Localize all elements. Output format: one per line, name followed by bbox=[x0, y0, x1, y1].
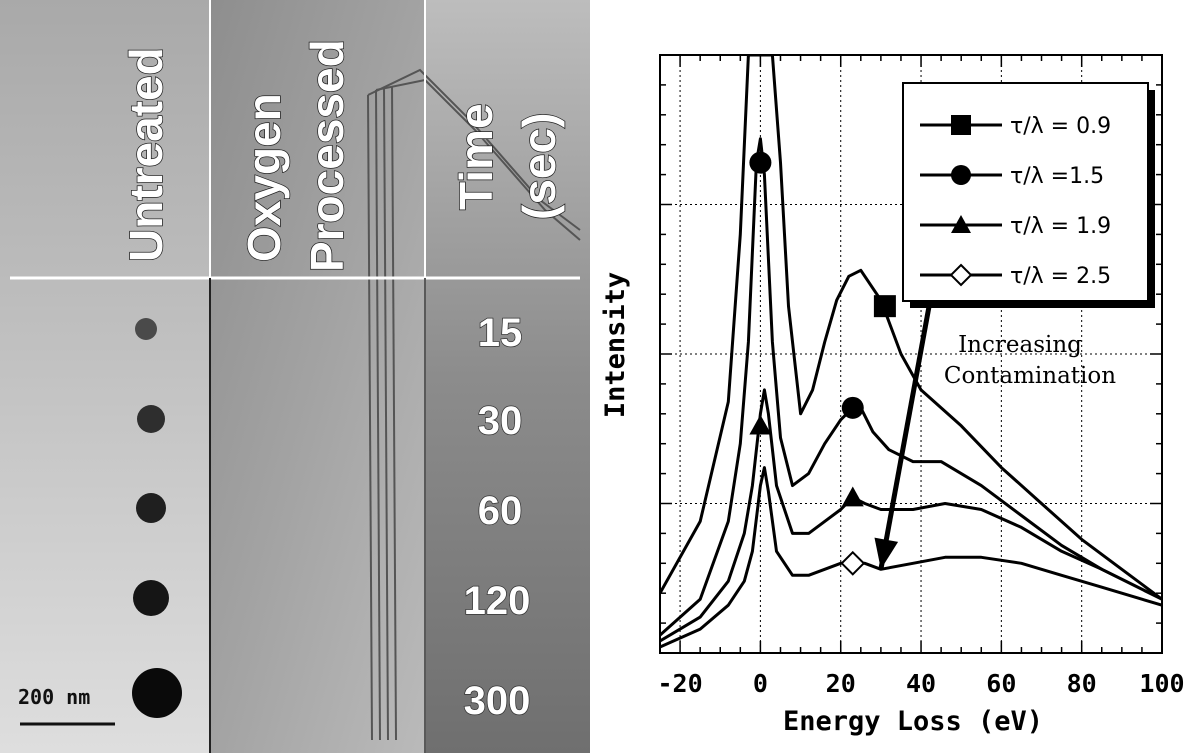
hole-15s bbox=[135, 318, 157, 340]
header-untreated: Untreated bbox=[120, 47, 172, 262]
series-line-0 bbox=[660, 55, 1162, 601]
series-marker-3 bbox=[749, 414, 772, 435]
legend-box bbox=[902, 82, 1149, 302]
scale-bar-label: 200 nm bbox=[18, 685, 90, 709]
film-layer-stripes bbox=[367, 68, 581, 741]
header-oxygen-line1: Oxygen bbox=[238, 93, 290, 262]
x-tick-label-3: 40 bbox=[906, 669, 936, 698]
contamination-arrow bbox=[878, 305, 932, 570]
series-line-1 bbox=[660, 137, 1162, 637]
series-marker-0 bbox=[873, 295, 896, 318]
x-tick-label-6: 100 bbox=[1139, 669, 1184, 698]
legend-marker-2 bbox=[951, 215, 971, 233]
legend-marker-3 bbox=[949, 263, 973, 287]
contamination-holes bbox=[132, 318, 182, 718]
micrograph-oxygen-region bbox=[210, 0, 425, 753]
legend-label-0: τ/λ = 0.9 bbox=[1010, 114, 1111, 139]
time-label-60: 60 bbox=[478, 489, 523, 533]
x-axis-label: Energy Loss (eV) bbox=[783, 706, 1043, 737]
time-label-30: 30 bbox=[478, 399, 523, 443]
contamination-arrow-head bbox=[874, 537, 899, 570]
micrograph-panel: Untreated Oxygen Processed Time (sec) 15… bbox=[0, 0, 590, 753]
annotation-line2: Contamination bbox=[944, 363, 1116, 389]
hole-30s bbox=[137, 405, 165, 433]
time-label-15: 15 bbox=[478, 311, 523, 355]
series-marker-1 bbox=[749, 151, 772, 174]
hole-120s bbox=[133, 580, 169, 616]
time-label-300: 300 bbox=[464, 679, 531, 723]
x-tick-label-1: 0 bbox=[753, 669, 768, 698]
time-label-120: 120 bbox=[464, 579, 531, 623]
legend: τ/λ = 0.9 τ/λ =1.5 τ/λ = 1.9 τ/λ = 2.5 bbox=[902, 82, 1155, 308]
series-line-3 bbox=[660, 466, 1162, 649]
legend-label-1: τ/λ =1.5 bbox=[1010, 164, 1104, 189]
legend-marker-0 bbox=[951, 115, 971, 135]
x-tick-label-5: 80 bbox=[1067, 669, 1097, 698]
eels-spectrum-chart: -20 0 20 40 60 80 100 Intensity Energy Loss (e… bbox=[600, 54, 1185, 737]
y-axis-label: Intensity bbox=[600, 272, 631, 418]
header-oxygen-line2: Processed bbox=[301, 39, 353, 272]
micrograph-untreated-region bbox=[0, 0, 210, 753]
micrograph-time-region bbox=[425, 0, 590, 753]
legend-label-3: τ/λ = 2.5 bbox=[1010, 264, 1111, 289]
header-time-line2: (sec) bbox=[513, 113, 565, 220]
series-marker-2 bbox=[841, 396, 864, 419]
legend-label-2: τ/λ = 1.9 bbox=[1010, 214, 1111, 239]
series-line-2 bbox=[660, 388, 1162, 643]
hole-60s bbox=[136, 493, 166, 523]
x-tick-label-0: -20 bbox=[658, 669, 703, 698]
annotation-line1: Increasing bbox=[958, 332, 1082, 358]
series-marker-4 bbox=[841, 486, 864, 507]
series-group bbox=[660, 55, 1162, 649]
legend-marker-1 bbox=[951, 165, 971, 185]
hole-300s bbox=[132, 668, 182, 718]
series-marker-5 bbox=[840, 550, 866, 576]
x-tick-label-4: 60 bbox=[986, 669, 1016, 698]
header-time-line1: Time bbox=[450, 103, 502, 210]
x-tick-label-2: 20 bbox=[826, 669, 856, 698]
